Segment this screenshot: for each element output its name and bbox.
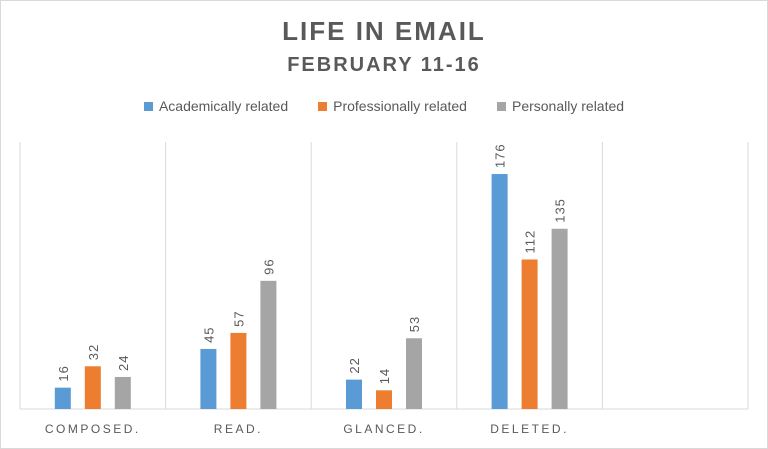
bar [230, 332, 247, 409]
legend-label-academically: Academically related [158, 98, 289, 114]
data-label: 45 [201, 326, 216, 342]
data-label: 112 [523, 230, 538, 254]
legend-item-personally: Personally related [496, 98, 625, 114]
chart-subtitle: FEBRUARY 11-16 [287, 54, 481, 76]
legend-swatch-professionally [318, 101, 328, 111]
data-label: 22 [347, 357, 362, 373]
bar [376, 390, 392, 409]
bar [260, 280, 277, 409]
data-label: 24 [116, 354, 131, 370]
legend-swatch-academically [143, 101, 153, 111]
legend: Academically related Professionally rela… [0, 98, 768, 114]
bar [54, 387, 71, 409]
legend-item-academically: Academically related [143, 98, 289, 114]
data-label: 16 [56, 365, 71, 381]
category-label: DELETED. [490, 422, 569, 436]
data-label: 176 [493, 143, 508, 168]
data-label: 32 [86, 344, 101, 360]
chart-title: LIFE IN EMAIL [282, 16, 486, 46]
data-label: 96 [261, 258, 276, 274]
category-label: READ. [214, 422, 263, 436]
bar [114, 376, 131, 409]
legend-label-professionally: Professionally related [333, 98, 467, 114]
bar [491, 174, 508, 409]
bar [346, 379, 362, 409]
legend-item-professionally: Professionally related [318, 98, 467, 114]
data-label: 135 [553, 198, 568, 223]
category-label: GLANCED. [343, 422, 424, 436]
bar [200, 348, 217, 409]
legend-swatch-personally [496, 101, 506, 111]
bar [521, 259, 538, 409]
data-label: 57 [231, 310, 246, 326]
bar [551, 228, 568, 409]
bar [84, 366, 101, 409]
category-label: COMPOSED. [45, 422, 141, 436]
bar [406, 338, 422, 409]
data-label: 14 [377, 368, 392, 384]
legend-label-personally: Personally related [511, 98, 625, 114]
data-label: 53 [407, 316, 422, 332]
